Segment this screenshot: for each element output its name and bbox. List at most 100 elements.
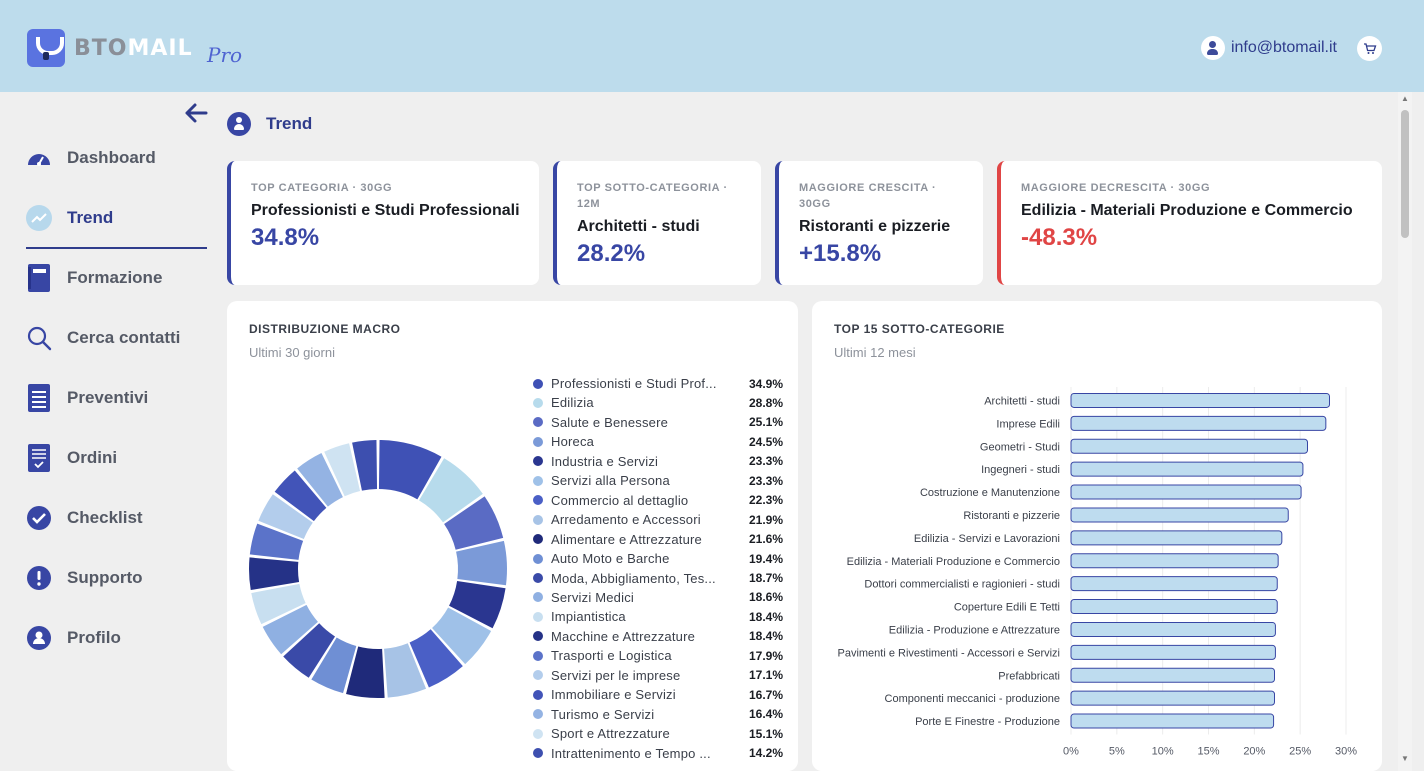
donut-slice[interactable] xyxy=(432,607,492,665)
collapse-sidebar-arrow-icon[interactable] xyxy=(184,102,208,128)
scroll-thumb[interactable] xyxy=(1401,110,1409,238)
legend-item[interactable]: Horeca 24.5% xyxy=(533,432,783,451)
bar[interactable] xyxy=(1070,484,1302,500)
legend-value: 18.6% xyxy=(748,590,783,605)
bar[interactable] xyxy=(1070,713,1275,729)
bar[interactable] xyxy=(1070,667,1275,683)
page-scrollbar[interactable]: ▲ ▼ xyxy=(1398,92,1412,771)
user-menu[interactable]: info@btomail.it xyxy=(1200,36,1337,60)
legend-item[interactable]: Arredamento e Accessori 21.9% xyxy=(533,510,783,529)
donut-slice[interactable] xyxy=(456,540,507,586)
bar[interactable] xyxy=(1070,461,1304,477)
legend-item[interactable]: Turismo e Servizi 16.4% xyxy=(533,705,783,724)
legend-item[interactable]: Sport e Attrezzature 15.1% xyxy=(533,724,783,743)
sidebar-item-label: Supporto xyxy=(67,568,143,587)
sidebar-item-dashboard[interactable]: Dashboard xyxy=(26,139,207,177)
legend-dot xyxy=(533,709,543,720)
legend-item[interactable]: Auto Moto e Barche 19.4% xyxy=(533,549,783,568)
donut-slice[interactable] xyxy=(346,646,385,698)
sidebar-item-label: Trend xyxy=(67,208,114,227)
scroll-up-icon[interactable]: ▲ xyxy=(1401,94,1409,103)
donut-slice[interactable] xyxy=(449,580,506,629)
donut-slice[interactable] xyxy=(274,470,327,522)
legend-dot xyxy=(533,417,543,428)
donut-slice[interactable] xyxy=(258,494,313,540)
donut-slice[interactable] xyxy=(249,523,304,560)
sidebar-item-profilo[interactable]: Profilo xyxy=(26,619,207,657)
legend-item[interactable]: Professionisti e Studi Prof... 34.9% xyxy=(533,374,783,393)
legend-value: 17.9% xyxy=(748,648,783,663)
sidebar-item-trend[interactable]: Trend xyxy=(26,199,207,237)
bar[interactable] xyxy=(1070,530,1283,546)
legend-item[interactable]: Intrattenimento e Tempo ... 14.2% xyxy=(533,744,783,763)
bar[interactable] xyxy=(1070,392,1330,408)
y-tick-label: Componenti meccanici - produzione xyxy=(885,693,1060,705)
legend-item[interactable]: Immobiliare e Servizi 16.7% xyxy=(533,685,783,704)
sidebar-item-ordini[interactable]: Ordini xyxy=(26,439,207,477)
legend-value: 21.6% xyxy=(748,532,783,547)
bar[interactable] xyxy=(1070,507,1289,523)
bar[interactable] xyxy=(1070,576,1278,592)
donut-slice[interactable] xyxy=(249,557,300,591)
donut-slice[interactable] xyxy=(324,443,361,497)
donut-slice[interactable] xyxy=(378,440,442,500)
legend-value: 19.4% xyxy=(748,551,783,566)
legend-item[interactable]: Alimentare e Attrezzature 21.6% xyxy=(533,530,783,549)
donut-slice[interactable] xyxy=(409,629,463,688)
sidebar-item-cerca-contatti[interactable]: Cerca contatti xyxy=(26,319,207,357)
sidebar-item-supporto[interactable]: Supporto xyxy=(26,559,207,597)
legend-label: Trasporti e Logistica xyxy=(551,648,672,664)
bar[interactable] xyxy=(1070,415,1327,431)
legend-item[interactable]: Industria e Servizi 23.3% xyxy=(533,452,783,471)
legend-label: Alimentare e Attrezzature xyxy=(551,531,702,547)
bar[interactable] xyxy=(1070,553,1279,569)
legend-value: 16.4% xyxy=(748,707,783,722)
donut-slice[interactable] xyxy=(283,623,336,678)
sidebar-item-checklist[interactable]: Checklist xyxy=(26,499,207,537)
kpi-value: +15.8% xyxy=(799,240,882,267)
x-tick-label: 20% xyxy=(1243,746,1265,758)
user-icon xyxy=(227,112,251,136)
kpi-value: 34.8% xyxy=(251,224,320,251)
legend-item[interactable]: Salute e Benessere 25.1% xyxy=(533,413,783,432)
card-title: DISTRIBUZIONE MACRO xyxy=(249,322,401,336)
bar[interactable] xyxy=(1070,599,1278,615)
bar[interactable] xyxy=(1070,690,1275,706)
legend-item[interactable]: Servizi Medici 18.6% xyxy=(533,588,783,607)
legend-value: 21.9% xyxy=(748,512,783,527)
kpi-value: -48.3% xyxy=(1021,224,1098,251)
x-tick-label: 15% xyxy=(1197,746,1219,758)
donut-slice[interactable] xyxy=(251,583,306,625)
bar[interactable] xyxy=(1070,438,1308,454)
legend-item[interactable]: Servizi alla Persona 23.3% xyxy=(533,471,783,490)
donut-slice[interactable] xyxy=(297,453,343,507)
donut-slice[interactable] xyxy=(419,458,483,523)
legend-item[interactable]: Trasporti e Logistica 17.9% xyxy=(533,646,783,665)
donut-slice[interactable] xyxy=(311,637,357,694)
y-tick-label: Pavimenti e Rivestimenti - Accessori e S… xyxy=(837,647,1060,659)
bar[interactable] xyxy=(1070,621,1276,637)
cart-button[interactable] xyxy=(1357,36,1382,61)
legend-item[interactable]: Edilizia 28.8% xyxy=(533,393,783,412)
logo-primary: BTO xyxy=(74,35,128,61)
sidebar-item-formazione[interactable]: Formazione xyxy=(26,259,207,297)
scroll-down-icon[interactable]: ▼ xyxy=(1401,754,1409,763)
donut-slice[interactable] xyxy=(444,496,504,550)
legend-value: 25.1% xyxy=(748,415,783,430)
bar[interactable] xyxy=(1070,644,1276,660)
legend-dot xyxy=(533,689,543,700)
legend-item[interactable]: Impiantistica 18.4% xyxy=(533,607,783,626)
donut-slice[interactable] xyxy=(352,440,378,491)
sidebar-item-preventivi[interactable]: Preventivi xyxy=(26,379,207,417)
y-tick-label: Prefabbricati xyxy=(998,670,1060,682)
legend-label: Edilizia xyxy=(551,395,594,411)
legend-item[interactable]: Servizi per le imprese 17.1% xyxy=(533,666,783,685)
logo[interactable]: BTOMAIL Pro xyxy=(27,29,242,67)
legend-item[interactable]: Moda, Abbigliamento, Tes... 18.7% xyxy=(533,569,783,588)
donut-slice[interactable] xyxy=(262,604,318,655)
donut-slice[interactable] xyxy=(384,643,427,698)
legend-dot xyxy=(533,573,543,583)
kpi-label: TOP CATEGORIA · 30GG xyxy=(251,182,393,194)
legend-item[interactable]: Commercio al dettaglio 22.3% xyxy=(533,491,783,510)
legend-item[interactable]: Macchine e Attrezzature 18.4% xyxy=(533,627,783,646)
